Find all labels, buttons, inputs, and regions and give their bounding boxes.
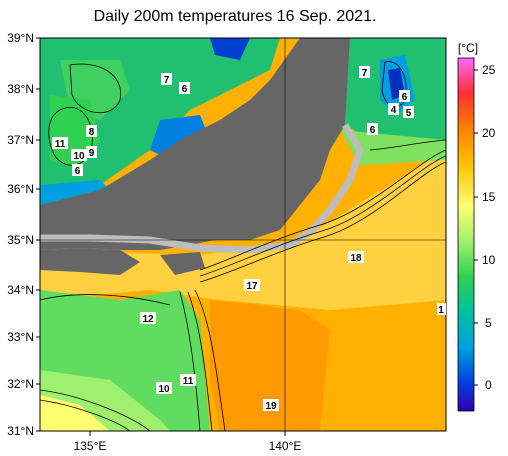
svg-text:18: 18	[350, 253, 362, 264]
svg-text:10: 10	[158, 384, 170, 395]
lat-label-34n: 34°N	[7, 283, 34, 297]
contour-label-6-sea-of-japan-west: 6	[179, 82, 190, 95]
colorbar-unit: [°C]	[458, 41, 478, 55]
contour-line	[69, 63, 122, 114]
lat-label-33n: 33°N	[7, 330, 34, 344]
svg-text:19: 19	[265, 401, 277, 412]
kii-peninsula	[160, 252, 205, 275]
contour-line	[179, 291, 201, 431]
svg-text:6: 6	[182, 84, 188, 95]
plot-frame	[39, 37, 447, 432]
shikoku-land	[40, 248, 140, 275]
contour-line	[369, 139, 446, 151]
plot-area	[40, 38, 446, 431]
svg-text:6: 6	[370, 125, 376, 136]
cold-patch-noto	[150, 115, 210, 160]
colorbar: [°C] 25 20 15 10 5 0	[457, 41, 496, 412]
contour-label-7-sea-of-japan-west: 7	[161, 73, 172, 86]
svg-text:10: 10	[73, 151, 85, 162]
contour-label-7-northeast: 7	[359, 66, 370, 79]
contour-label-18-kuroshio: 18	[348, 251, 364, 264]
colorbar-ticks	[474, 69, 478, 386]
contour-label-11-oki: 11	[52, 137, 68, 150]
lat-labels: 39°N 38°N 37°N 36°N 35°N 34°N 33°N 32°N …	[7, 31, 34, 438]
colorbar-tick-labels: 25 20 15 10 5 0	[482, 63, 496, 392]
contour-lines	[40, 61, 446, 431]
lat-label-39n: 39°N	[7, 31, 34, 45]
warm-patch-southwest	[40, 395, 110, 431]
svg-text:6: 6	[75, 166, 81, 177]
contour-label-10-south: 10	[156, 382, 172, 395]
cold-patch-north	[210, 38, 250, 60]
contour-line	[199, 155, 446, 277]
contour-label-1-east-edge: 1	[437, 303, 446, 316]
japan-land	[40, 38, 350, 250]
contour-label-6-northeast: 6	[399, 90, 410, 103]
svg-text:9: 9	[89, 148, 95, 159]
lat-ticks	[36, 37, 40, 432]
contour-line	[199, 149, 446, 271]
contour-label-12-shikoku: 12	[140, 312, 156, 325]
lat-label-35n: 35°N	[7, 233, 34, 247]
continental-shelf	[40, 123, 364, 254]
lat-label-38n: 38°N	[7, 82, 34, 96]
colorbar-tick-0: 0	[485, 378, 492, 392]
contour-label-10-oki: 10	[71, 149, 87, 162]
contour-line	[40, 294, 171, 306]
svg-text:6: 6	[402, 92, 408, 103]
colorbar-tick-25: 25	[482, 63, 496, 77]
svg-text:11: 11	[183, 376, 194, 387]
colorbar-tick-10: 10	[482, 253, 496, 267]
graticule	[40, 38, 446, 431]
svg-text:7: 7	[362, 68, 368, 79]
contour-label-4-northeast: 4	[388, 103, 399, 116]
lon-label-140e: 140°E	[269, 439, 302, 453]
contour-label-group: 7 6 11 8 10 9 6 7 6 4 5 6 18 17 12 1 10 …	[52, 66, 446, 412]
contour-label-9-oki: 9	[86, 146, 97, 159]
svg-text:12: 12	[142, 314, 154, 325]
lon-ticks	[89, 431, 286, 436]
contour-label-8-oki: 8	[86, 125, 97, 138]
svg-text:5: 5	[406, 108, 412, 119]
contour-label-5-northeast: 5	[403, 106, 414, 119]
contour-label-6-wakasa: 6	[72, 164, 83, 177]
transition-band	[40, 150, 446, 310]
svg-text:4: 4	[391, 105, 397, 116]
colorbar-tick-15: 15	[482, 190, 496, 204]
svg-text:7: 7	[164, 75, 170, 86]
contour-line	[199, 161, 446, 283]
contour-label-6-sanriku: 6	[367, 123, 378, 136]
colorbar-gradient	[457, 57, 475, 412]
contour-line	[40, 389, 151, 431]
colorbar-tick-5: 5	[485, 316, 492, 330]
contour-line	[187, 291, 213, 431]
contour-label-17-izu: 17	[244, 279, 260, 292]
svg-text:8: 8	[89, 127, 95, 138]
lon-label-135e: 135°E	[74, 439, 107, 453]
lat-label-36n: 36°N	[7, 182, 34, 196]
lat-label-32n: 32°N	[7, 377, 34, 391]
lon-labels: 135°E 140°E	[74, 439, 302, 453]
contour-label-11-south: 11	[180, 374, 196, 387]
map-title: Daily 200m temperatures 16 Sep. 2021.	[93, 8, 377, 25]
contour-label-19-south: 19	[263, 399, 279, 412]
svg-text:11: 11	[55, 139, 66, 150]
lat-label-31n: 31°N	[7, 424, 34, 438]
lat-label-37n: 37°N	[7, 133, 34, 147]
warm-core-south	[210, 300, 330, 431]
svg-text:1: 1	[438, 305, 444, 316]
colorbar-tick-20: 20	[482, 126, 496, 140]
contour-line	[194, 289, 226, 431]
svg-text:17: 17	[246, 281, 258, 292]
contour-line	[40, 399, 131, 431]
